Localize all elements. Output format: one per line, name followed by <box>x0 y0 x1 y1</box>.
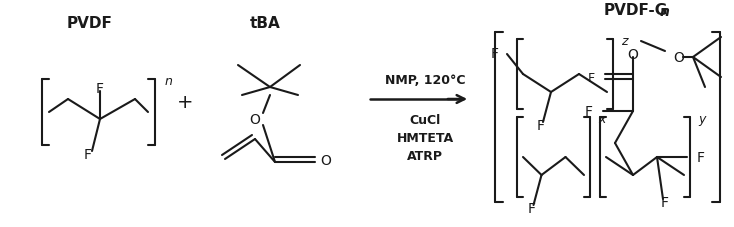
Text: F: F <box>528 201 536 215</box>
Text: F: F <box>537 118 545 132</box>
Text: O: O <box>250 113 261 126</box>
Text: ATRP: ATRP <box>407 149 443 162</box>
Text: +: + <box>177 93 193 112</box>
Text: x: x <box>598 113 606 126</box>
Text: F: F <box>84 147 92 161</box>
Text: F: F <box>697 150 705 164</box>
Text: F: F <box>588 71 595 84</box>
Text: n: n <box>660 5 670 19</box>
Text: PVDF: PVDF <box>67 15 113 30</box>
Text: PVDF-G: PVDF-G <box>604 2 668 17</box>
Text: F: F <box>491 47 499 61</box>
Text: O: O <box>321 153 332 167</box>
Text: HMTETA: HMTETA <box>396 131 454 144</box>
Text: O: O <box>628 48 639 62</box>
Text: CuCl: CuCl <box>410 113 440 126</box>
Text: F: F <box>585 105 593 118</box>
Text: NMP, 120°C: NMP, 120°C <box>385 73 465 86</box>
Text: O: O <box>673 51 684 65</box>
Text: z: z <box>621 35 628 48</box>
Text: F: F <box>661 195 669 209</box>
Text: n: n <box>165 75 173 88</box>
Text: F: F <box>96 82 104 96</box>
Text: tBA: tBA <box>250 15 280 30</box>
Text: y: y <box>698 113 705 126</box>
